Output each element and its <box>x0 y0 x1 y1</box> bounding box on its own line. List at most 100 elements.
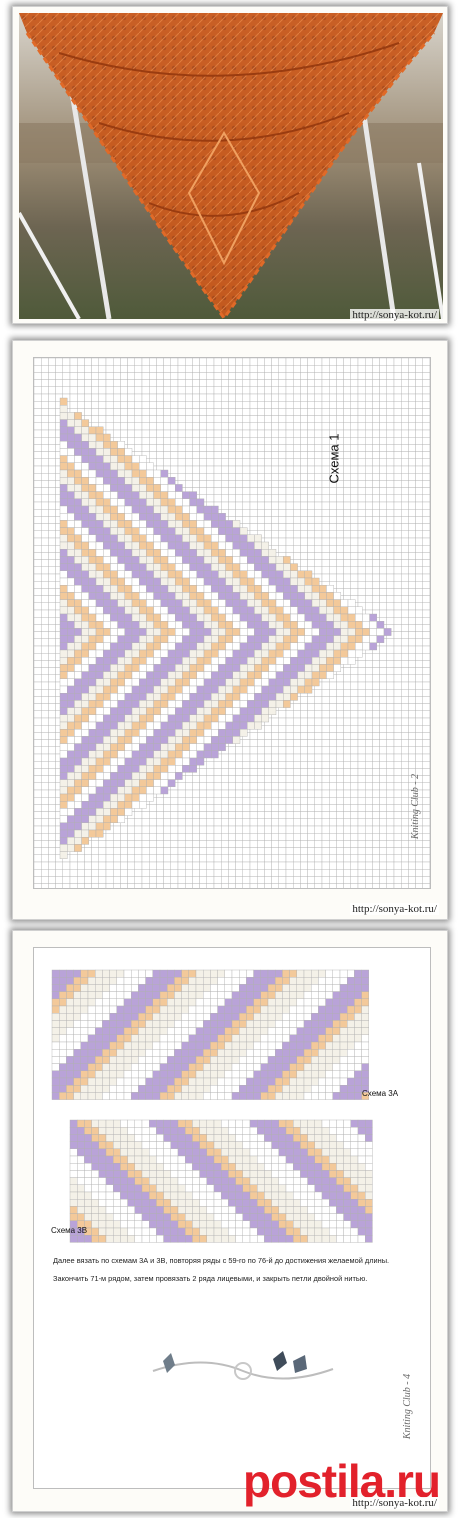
grid-cell <box>148 818 157 827</box>
chart1-cell <box>117 498 125 507</box>
grid-cell <box>192 797 200 805</box>
grid-cell <box>393 364 402 373</box>
chart1-cell <box>203 505 212 514</box>
chart1-cell <box>146 563 154 572</box>
grid-cell <box>386 508 395 517</box>
chart1-cell <box>196 613 205 622</box>
chart1-cell <box>282 570 291 579</box>
grid-cell <box>415 451 424 459</box>
grid-cell <box>40 674 49 683</box>
grid-cell <box>199 768 208 776</box>
grid-cell <box>321 883 330 888</box>
grid-cell <box>120 429 128 438</box>
grid-cell <box>48 710 56 719</box>
photo-watermark[interactable]: http://sonya-kot.ru/ <box>350 309 439 321</box>
chart1-cell <box>67 448 75 456</box>
grid-cell <box>386 530 395 539</box>
grid-cell <box>329 552 337 560</box>
grid-cell <box>307 883 316 888</box>
grid-cell <box>177 869 186 877</box>
chart1-cell <box>138 520 147 528</box>
chart1-cell <box>67 556 75 564</box>
grid-cell <box>343 537 352 546</box>
grid-cell <box>256 775 265 784</box>
grid-cell <box>415 458 424 467</box>
chart1-cell <box>196 570 205 579</box>
grid-cell <box>228 508 236 517</box>
grid-cell <box>343 811 352 820</box>
grid-cell <box>321 516 330 524</box>
grid-cell <box>401 854 409 863</box>
grid-cell <box>213 422 222 431</box>
chart1-cell <box>81 534 89 543</box>
chart1-cell <box>124 498 133 507</box>
grid-cell <box>300 415 308 423</box>
chart1-cell <box>189 505 198 514</box>
chart1-cell <box>282 556 291 564</box>
grid-cell <box>278 789 287 798</box>
grid-cell <box>336 804 344 812</box>
chart1-cell <box>297 570 306 579</box>
grid-cell <box>278 364 287 373</box>
grid-cell <box>321 681 330 690</box>
grid-cell <box>48 768 56 776</box>
grid-cell <box>91 379 99 388</box>
grid-cell <box>336 689 344 697</box>
grid-cell <box>228 753 236 762</box>
grid-cell <box>48 401 56 409</box>
grid-cell <box>379 861 388 870</box>
grid-cell <box>264 465 272 474</box>
grid-cell <box>177 876 186 884</box>
chart1-cell <box>81 570 89 579</box>
grid-cell <box>91 401 99 409</box>
grid-cell <box>271 775 280 784</box>
grid-cell <box>386 746 395 755</box>
grid-cell <box>271 739 280 748</box>
chart1-cell <box>297 635 306 644</box>
grid-cell <box>408 508 416 517</box>
chart1-cell <box>196 642 205 651</box>
grid-cell <box>48 472 56 481</box>
grid-cell <box>336 739 344 748</box>
grid-cell <box>393 401 402 409</box>
grid-cell <box>314 544 323 553</box>
grid-cell <box>264 436 272 445</box>
grid-cell <box>293 840 301 848</box>
grid-cell <box>422 753 430 762</box>
grid-cell <box>40 797 49 805</box>
grid-cell <box>264 393 272 402</box>
grid-cell <box>357 458 366 467</box>
grid-cell <box>300 775 308 784</box>
grid-cell <box>314 422 323 431</box>
grid-cell <box>343 753 352 762</box>
grid-cell <box>343 580 352 589</box>
chart1-cell <box>203 570 212 579</box>
chart1-cell <box>124 606 133 615</box>
chart1-cell <box>95 469 104 478</box>
grid-cell <box>393 422 402 431</box>
grid-cell <box>184 876 193 884</box>
grid-cell <box>372 429 380 438</box>
chart1-cell <box>117 613 125 622</box>
grid-cell <box>393 689 402 697</box>
grid-cell <box>271 797 280 805</box>
chart1-cell <box>81 520 89 528</box>
grid-cell <box>350 487 359 496</box>
chart1-cell <box>88 498 97 507</box>
grid-cell <box>48 667 56 676</box>
grid-cell <box>120 379 128 388</box>
chart1-cell <box>174 628 183 636</box>
chart1-cell <box>117 462 125 471</box>
grid-cell <box>415 501 424 510</box>
grid-cell <box>163 840 172 848</box>
grid-cell <box>372 811 380 820</box>
grid-cell <box>264 746 272 755</box>
chart1-cell <box>268 570 277 579</box>
grid-cell <box>213 854 222 863</box>
grid-cell <box>386 833 395 841</box>
grid-cell <box>357 703 366 712</box>
grid-cell <box>307 458 316 467</box>
grid-cell <box>314 804 323 812</box>
chart1-cell <box>110 520 118 528</box>
grid-cell <box>192 869 200 877</box>
